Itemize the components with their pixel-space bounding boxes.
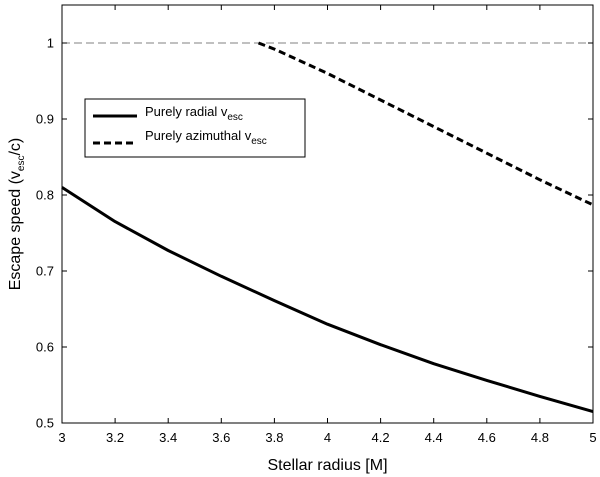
plot-frame — [61, 4, 594, 424]
y-axis-label-end: /c) — [7, 138, 24, 156]
y-axis-label: Escape speed (vesc/c) — [7, 138, 27, 291]
x-tick-label: 3.8 — [265, 430, 283, 445]
y-tick-label: 0.8 — [36, 188, 54, 203]
legend-label-azimuthal-sub: esc — [251, 136, 267, 147]
series-layer — [61, 41, 594, 414]
x-tick-label: 4.4 — [425, 430, 443, 445]
x-tick-label: 3 — [58, 430, 65, 445]
x-tick-label: 4.6 — [478, 430, 496, 445]
legend-label-radial: Purely radial vesc — [145, 104, 243, 123]
legend-box — [84, 98, 306, 158]
series-line-radial — [61, 186, 594, 414]
y-axis-label-sub: esc — [16, 156, 27, 172]
y-axis-label-main: Escape speed (v — [7, 171, 24, 290]
series-line-azimuthal — [257, 41, 594, 207]
ticks-layer: 3 3.2 3.4 3.6 3.8 4 4.2 4.4 4.6 4.8 5 0.5 0.6 0.7 0.8 0… — [36, 5, 597, 445]
x-tick-label: 3.6 — [212, 430, 230, 445]
legend: Purely radial vesc Purely azimuthal vesc — [84, 98, 306, 158]
legend-label-azimuthal: Purely azimuthal vesc — [145, 128, 267, 147]
y-tick-label: 1 — [47, 36, 54, 51]
x-tick-label: 5 — [589, 430, 596, 445]
y-tick-label: 0.6 — [36, 340, 54, 355]
y-tick-label: 0.5 — [36, 416, 54, 431]
x-tick-label: 3.2 — [106, 430, 124, 445]
x-axis-label: Stellar radius [M] — [267, 457, 387, 474]
legend-label-azimuthal-main: Purely azimuthal v — [145, 128, 252, 143]
x-tick-label: 4.2 — [372, 430, 390, 445]
y-tick-label: 0.7 — [36, 264, 54, 279]
legend-label-radial-main: Purely radial v — [145, 104, 228, 119]
x-tick-label: 4 — [324, 430, 331, 445]
y-tick-label: 0.9 — [36, 112, 54, 127]
legend-label-radial-sub: esc — [227, 112, 243, 123]
x-tick-label: 4.8 — [531, 430, 549, 445]
x-tick-label: 3.4 — [159, 430, 177, 445]
